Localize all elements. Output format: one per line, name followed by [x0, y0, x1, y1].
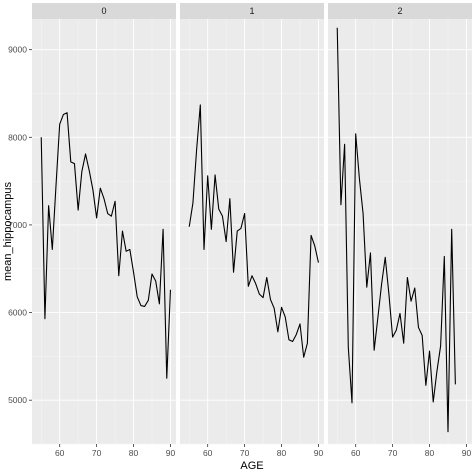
series-line-2 — [336, 27, 456, 433]
panel-background — [328, 19, 472, 444]
facet-strip-2 — [328, 3, 472, 19]
y-tick-label: 8000 — [8, 132, 27, 142]
facet-panel-1: 1 — [180, 3, 324, 445]
x-tick-label: 90 — [462, 448, 472, 458]
x-tick-label: 60 — [203, 448, 213, 458]
x-tick-label: 80 — [277, 448, 287, 458]
facet-strip-0 — [32, 3, 176, 19]
series-line-0 — [40, 112, 172, 379]
facet-panel-2: 2 — [328, 3, 472, 445]
x-tick-label: 90 — [166, 448, 176, 458]
y-tick-label: 9000 — [8, 45, 27, 55]
facet-strip-label: 2 — [397, 6, 402, 16]
facet-panel-0: 0 — [32, 3, 176, 445]
x-tick-label: 70 — [92, 448, 102, 458]
series-line-1 — [188, 104, 319, 358]
y-tick-label: 6000 — [8, 308, 27, 318]
facet-strip-label: 1 — [249, 6, 254, 16]
facet-strip-1 — [180, 3, 324, 19]
x-tick-label: 70 — [388, 448, 398, 458]
x-tick-label: 70 — [240, 448, 250, 458]
y-tick-label: 7000 — [8, 220, 27, 230]
x-axis-title: AGE — [240, 460, 263, 472]
x-tick-label: 90 — [314, 448, 324, 458]
y-axis-title: mean_hippocampus — [2, 181, 14, 281]
x-tick-label: 80 — [129, 448, 139, 458]
x-tick-label: 60 — [55, 448, 65, 458]
x-tick-label: 60 — [351, 448, 361, 458]
facet-strip-label: 0 — [101, 6, 106, 16]
x-tick-label: 80 — [425, 448, 435, 458]
panel-background — [180, 19, 324, 444]
y-tick-label: 5000 — [8, 395, 27, 405]
